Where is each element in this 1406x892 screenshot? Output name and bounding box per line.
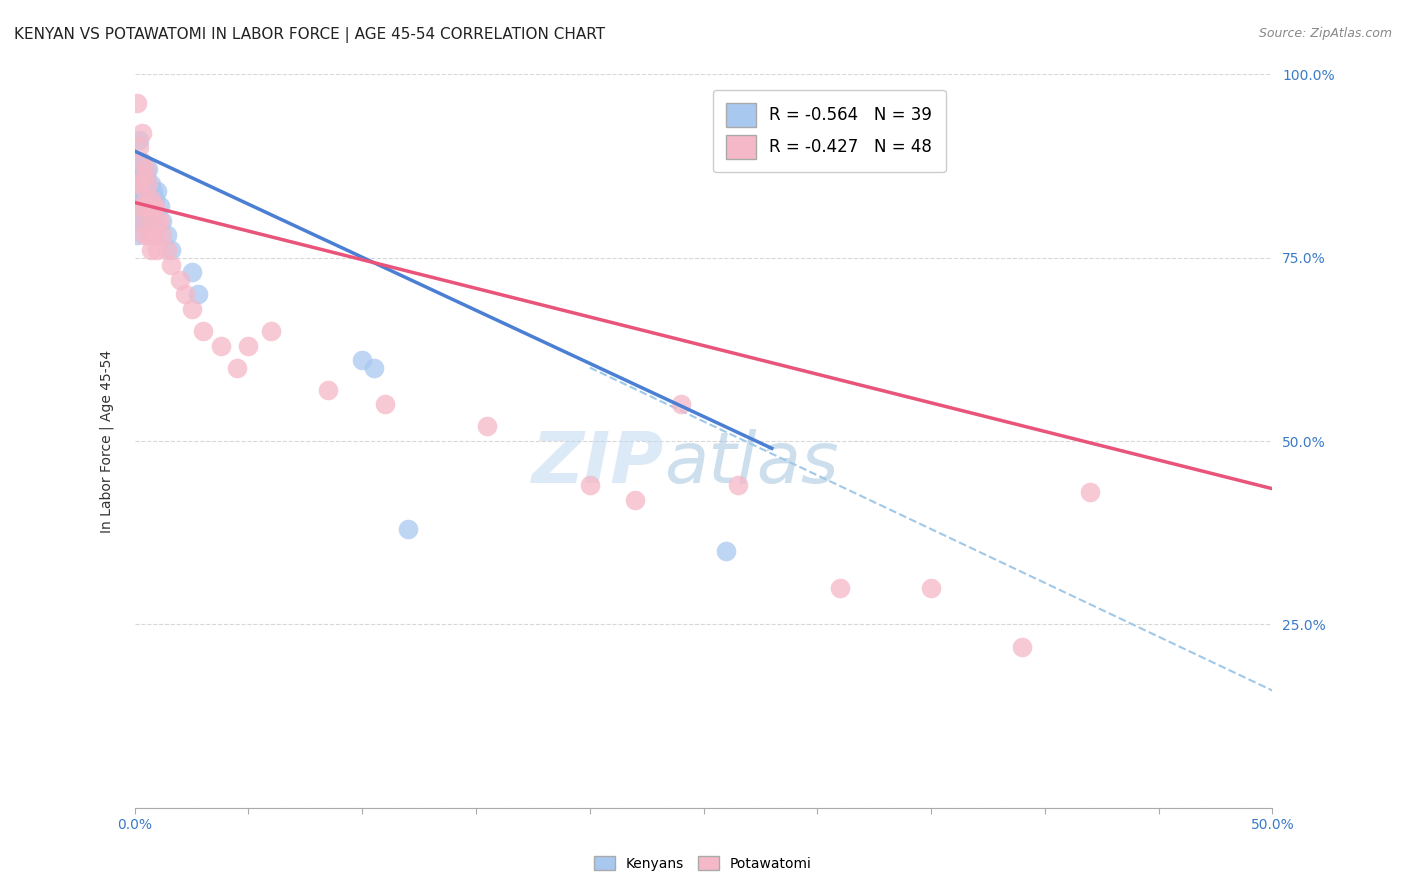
Point xyxy=(131,214,153,228)
Legend: Kenyans, Potawatomi: Kenyans, Potawatomi xyxy=(589,850,817,876)
Point xyxy=(131,126,153,140)
Point xyxy=(131,155,153,169)
Point xyxy=(155,243,177,257)
Point xyxy=(149,214,172,228)
Point xyxy=(135,185,157,199)
Point xyxy=(135,192,157,206)
Point xyxy=(624,492,647,507)
Point xyxy=(146,214,169,228)
Point xyxy=(143,192,166,206)
Point xyxy=(128,199,150,213)
Point xyxy=(132,192,155,206)
Point xyxy=(920,581,942,595)
Point xyxy=(143,228,166,243)
Point xyxy=(131,155,153,169)
Point xyxy=(132,228,155,243)
Point xyxy=(139,177,162,191)
Point xyxy=(146,185,169,199)
Point xyxy=(169,272,191,286)
Point xyxy=(131,199,153,213)
Point xyxy=(128,155,150,169)
Text: Source: ZipAtlas.com: Source: ZipAtlas.com xyxy=(1258,27,1392,40)
Point xyxy=(139,243,162,257)
Point xyxy=(146,243,169,257)
Point xyxy=(396,522,419,536)
Point xyxy=(132,177,155,191)
Point xyxy=(125,177,148,191)
Legend: R = -0.564   N = 39, R = -0.427   N = 48: R = -0.564 N = 39, R = -0.427 N = 48 xyxy=(713,90,945,172)
Text: ZIP: ZIP xyxy=(531,428,664,498)
Point xyxy=(316,383,339,397)
Point xyxy=(160,258,183,272)
Point xyxy=(727,478,749,492)
Point xyxy=(149,199,172,213)
Point xyxy=(125,169,148,184)
Point xyxy=(128,214,150,228)
Point xyxy=(132,162,155,177)
Point xyxy=(828,581,851,595)
Point xyxy=(131,192,153,206)
Point xyxy=(226,360,249,375)
Point xyxy=(139,214,162,228)
Point xyxy=(128,177,150,191)
Point xyxy=(143,199,166,213)
Point xyxy=(578,478,600,492)
Point xyxy=(128,140,150,154)
Point xyxy=(132,199,155,213)
Text: atlas: atlas xyxy=(664,428,838,498)
Point xyxy=(374,397,396,411)
Point xyxy=(155,228,177,243)
Point xyxy=(138,177,160,191)
Point xyxy=(128,133,150,147)
Point xyxy=(138,162,160,177)
Text: KENYAN VS POTAWATOMI IN LABOR FORCE | AGE 45-54 CORRELATION CHART: KENYAN VS POTAWATOMI IN LABOR FORCE | AG… xyxy=(14,27,605,43)
Point xyxy=(138,199,160,213)
Point xyxy=(125,199,148,213)
Point xyxy=(139,192,162,206)
Point xyxy=(132,169,155,184)
Point xyxy=(125,228,148,243)
Point xyxy=(187,287,209,301)
Point xyxy=(180,265,202,279)
Point xyxy=(138,228,160,243)
Point xyxy=(160,243,183,257)
Point xyxy=(135,169,157,184)
Point xyxy=(716,544,738,558)
Point xyxy=(150,228,173,243)
Point xyxy=(363,360,385,375)
Point xyxy=(669,397,692,411)
Point xyxy=(142,228,165,243)
Point xyxy=(128,169,150,184)
Point xyxy=(131,169,153,184)
Point xyxy=(142,199,165,213)
Point xyxy=(1011,640,1033,654)
Point xyxy=(191,324,214,338)
Point xyxy=(138,192,160,206)
Point xyxy=(125,96,148,111)
Point xyxy=(352,353,374,368)
Y-axis label: In Labor Force | Age 45-54: In Labor Force | Age 45-54 xyxy=(100,350,114,533)
Point xyxy=(173,287,195,301)
Point xyxy=(135,206,157,220)
Point xyxy=(142,214,165,228)
Point xyxy=(180,301,202,316)
Point xyxy=(477,419,499,434)
Point xyxy=(150,214,173,228)
Point xyxy=(1080,485,1102,500)
Point xyxy=(128,185,150,199)
Point xyxy=(125,155,148,169)
Point xyxy=(135,162,157,177)
Point xyxy=(238,338,260,352)
Point xyxy=(260,324,283,338)
Point xyxy=(125,185,148,199)
Point xyxy=(139,199,162,213)
Point xyxy=(209,338,232,352)
Point xyxy=(142,185,165,199)
Point xyxy=(125,214,148,228)
